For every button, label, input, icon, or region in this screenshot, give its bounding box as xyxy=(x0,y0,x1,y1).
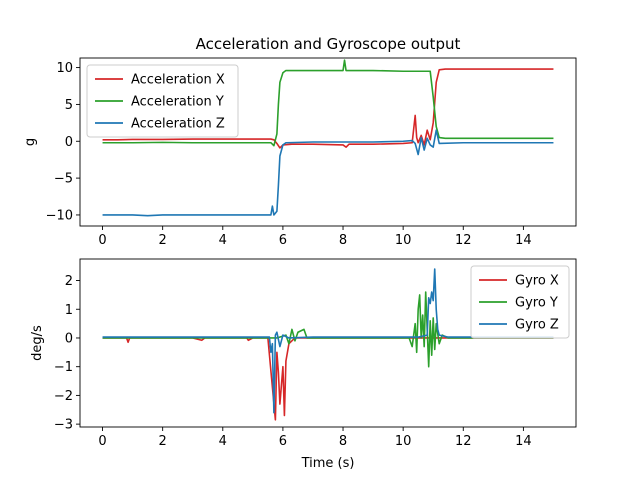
legend-label-gyro-x: Gyro X xyxy=(515,274,559,289)
y-tick-label: −3 xyxy=(54,418,73,433)
y-tick-label: −5 xyxy=(54,172,73,187)
x-tick-label: 2 xyxy=(159,233,167,248)
legend-label-gyro-z: Gyro Z xyxy=(515,318,559,333)
y-tick-label: 5 xyxy=(65,98,73,113)
y-tick-label: 1 xyxy=(65,303,73,318)
y-tick-label: 2 xyxy=(65,274,73,289)
x-tick-label: 4 xyxy=(219,434,227,449)
axes-frame xyxy=(79,57,577,227)
x-axis-label: Time (s) xyxy=(301,456,355,471)
x-tick-label: 0 xyxy=(98,233,106,248)
x-tick-label: 4 xyxy=(219,233,227,248)
legend: Acceleration X Acceleration Y Acceleration… xyxy=(86,64,239,138)
y-tick-label: −1 xyxy=(54,360,73,375)
series-line-gyro-z xyxy=(102,268,554,414)
x-tick-label: 12 xyxy=(455,434,472,449)
legend-label-acceleration-z: Acceleration Z xyxy=(131,117,225,132)
legend-label-acceleration-y: Acceleration Y xyxy=(131,95,224,110)
x-tick-label: 8 xyxy=(339,434,347,449)
x-tick-label: 10 xyxy=(395,233,412,248)
series-group xyxy=(102,268,554,421)
series-line-acceleration-x xyxy=(102,68,554,149)
y-axis-label: g xyxy=(23,138,38,146)
x-tick-label: 6 xyxy=(279,233,287,248)
axes-frame xyxy=(79,258,577,428)
y-tick-label: 0 xyxy=(65,135,73,150)
series-line-acceleration-y xyxy=(102,59,554,147)
x-tick-label: 2 xyxy=(159,434,167,449)
x-tick-label: 0 xyxy=(98,434,106,449)
x-tick-label: 14 xyxy=(515,233,532,248)
x-tick-label: 12 xyxy=(455,233,472,248)
legend-label-acceleration-x: Acceleration X xyxy=(131,73,225,88)
x-tick-label: 6 xyxy=(279,434,287,449)
x-tick-label: 14 xyxy=(515,434,532,449)
y-tick-label: 0 xyxy=(65,331,73,346)
y-tick-label: −2 xyxy=(54,389,73,404)
legend-box xyxy=(86,64,239,138)
y-tick-label: 10 xyxy=(56,61,73,76)
series-group xyxy=(102,59,554,217)
x-tick-label: 10 xyxy=(395,434,412,449)
x-tick-label: 8 xyxy=(339,233,347,248)
chart-title: Acceleration and Gyroscope output xyxy=(196,35,461,53)
series-line-acceleration-z xyxy=(102,129,554,217)
legend-label-gyro-y: Gyro Y xyxy=(515,296,558,311)
legend-box xyxy=(470,265,570,339)
y-axis-label: deg/s xyxy=(30,325,45,361)
y-tick-label: −10 xyxy=(46,208,73,223)
series-line-gyro-y xyxy=(102,291,554,368)
legend: Gyro X Gyro Y Gyro Z xyxy=(470,265,570,339)
